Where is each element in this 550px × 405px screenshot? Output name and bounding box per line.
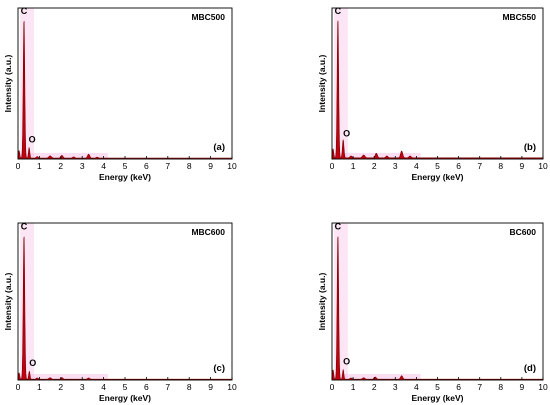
sample-label: MBC500 [191,12,225,22]
axes-frame [331,222,544,381]
panel-tag: (c) [213,363,225,374]
x-tick-label: 1 [37,161,42,171]
y-axis-label: Intensity (a.u.) [3,273,13,331]
axes-frame [17,222,233,381]
spectrum-area [17,236,233,381]
x-tick-label: 9 [208,161,213,171]
x-tick-label: 10 [538,161,548,171]
x-tick-label: 8 [498,161,503,171]
x-tick-label: 2 [58,161,63,171]
x-tick-label: 8 [187,161,192,171]
y-axis-label: Intensity (a.u.) [3,55,13,113]
x-tick-label: 3 [393,161,398,171]
x-tick-label: 10 [538,382,548,392]
x-tick-label: 9 [208,382,213,392]
x-tick-label: 3 [80,161,85,171]
chart-panel-b: 0 1 2 3 4 5 6 7 8 9 10 Energy (keV) Intensity (a.u.)… [317,6,548,182]
x-tick-label: 2 [372,382,377,392]
peak-label-c: C [335,6,342,16]
panel-tag: (b) [524,142,536,153]
x-tick-label: 10 [227,382,237,392]
sample-label: MBC550 [502,12,536,22]
spectrum-area [331,236,544,381]
chart-panel-c: 0 1 2 3 4 5 6 7 8 9 10 Energy (keV) Intensity (a.u.)… [3,221,237,403]
peak-label-c: C [335,221,342,231]
x-tick-label: 5 [435,382,440,392]
x-tick-label: 6 [456,382,461,392]
x-tick-label: 8 [187,382,192,392]
x-tick-label: 4 [414,382,419,392]
x-axis-label: Energy (keV) [412,393,464,403]
x-tick-label: 9 [520,382,525,392]
x-tick-label: 1 [37,382,42,392]
x-tick-label: 5 [435,161,440,171]
x-tick-label: 5 [123,161,128,171]
x-tick-label: 7 [477,161,482,171]
x-tick-label: 6 [456,161,461,171]
panel-tag: (a) [213,142,225,153]
x-tick-label: 1 [351,161,356,171]
glow-band [20,223,35,380]
sample-label: BC600 [510,227,537,237]
glow-baseline [332,374,421,380]
x-axis-label: Energy (keV) [99,172,151,182]
peak-label-o: O [343,356,350,366]
spectrum-area [17,20,233,160]
x-tick-label: 7 [165,161,170,171]
x-tick-label: 0 [16,382,21,392]
x-tick-label: 2 [58,382,63,392]
spectrum-area [331,20,544,160]
x-tick-label: 9 [520,161,525,171]
x-tick-label: 3 [393,382,398,392]
x-axis-label: Energy (keV) [412,172,464,182]
sample-label: MBC600 [191,227,225,237]
x-tick-label: 6 [144,161,149,171]
x-tick-label: 0 [330,382,335,392]
y-axis-label: Intensity (a.u.) [317,273,327,331]
x-tick-label: 6 [144,382,149,392]
chart-panel-a: 0 1 2 3 4 5 6 7 8 9 10 Energy (keV) Intensity (a.u.)… [3,6,237,182]
axes-frame [331,7,544,160]
x-axis-label: Energy (keV) [99,393,151,403]
panel-tag: (d) [524,363,536,374]
x-tick-label: 2 [372,161,377,171]
x-tick-label: 3 [80,382,85,392]
x-tick-label: 8 [498,382,503,392]
axes-frame [17,7,233,160]
x-tick-label: 4 [101,161,106,171]
chart-panel-d: 0 1 2 3 4 5 6 7 8 9 10 Energy (keV) Intensity (a.u.)… [317,221,548,403]
x-tick-label: 7 [165,382,170,392]
x-tick-label: 4 [414,161,419,171]
x-tick-label: 1 [351,382,356,392]
y-axis-label: Intensity (a.u.) [317,55,327,113]
x-tick-label: 4 [101,382,106,392]
peak-label-o: O [29,134,36,144]
x-tick-label: 10 [227,161,237,171]
x-tick-label: 7 [477,382,482,392]
peak-label-c: C [21,221,28,231]
x-tick-label: 5 [123,382,128,392]
peak-label-c: C [21,6,28,16]
peak-label-o: O [29,358,36,368]
x-tick-label: 0 [330,161,335,171]
peak-label-o: O [343,128,350,138]
x-tick-label: 0 [16,161,21,171]
glow-baseline [18,374,108,380]
